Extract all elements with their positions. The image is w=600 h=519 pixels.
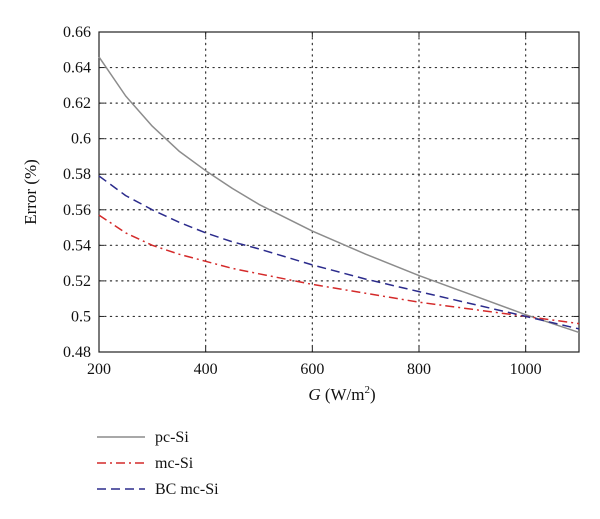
y-tick-label: 0.54 <box>63 237 91 254</box>
x-axis-title: G (W/m2) <box>308 384 375 404</box>
y-tick-label: 0.6 <box>71 131 91 148</box>
y-tick-label: 0.5 <box>71 308 91 325</box>
x-tick-label: 1000 <box>510 361 542 378</box>
series-layer <box>98 56 580 334</box>
y-tick-label: 0.48 <box>63 344 91 361</box>
y-tick-label: 0.56 <box>63 202 91 219</box>
y-axis-title: Error (%) <box>21 159 40 225</box>
y-tick-label: 0.66 <box>63 24 91 41</box>
series-line-mc-si <box>98 214 580 325</box>
y-tick-label: 0.58 <box>63 166 91 183</box>
y-tick-label: 0.64 <box>63 60 91 77</box>
plot-area <box>98 31 580 353</box>
x-tick-label: 600 <box>300 361 324 378</box>
y-tick-label: 0.62 <box>63 95 91 112</box>
legend: pc-Si mc-Si BC mc-Si <box>97 429 219 498</box>
legend-label: pc-Si <box>155 429 189 446</box>
y-tick-label: 0.52 <box>63 273 91 290</box>
series-line-bc-mc-si <box>98 175 580 330</box>
x-axis-units: (W/m <box>321 385 365 404</box>
x-tick-label: 400 <box>194 361 218 378</box>
x-axis-units-exponent: 2 <box>365 384 371 396</box>
legend-label: mc-Si <box>155 455 194 472</box>
legend-label: BC mc-Si <box>155 481 219 498</box>
x-axis-symbol: G <box>308 385 320 404</box>
x-tick-label: 200 <box>87 361 111 378</box>
series-line-pc-si <box>98 56 580 334</box>
grid-lines <box>98 31 580 353</box>
x-axis-units-close: ) <box>370 385 376 404</box>
x-tick-label: 800 <box>407 361 431 378</box>
axis-ticks: 200 400 600 800 1000 0.48 0.5 0.52 0.54 0.56 0.58 0… <box>63 24 579 378</box>
